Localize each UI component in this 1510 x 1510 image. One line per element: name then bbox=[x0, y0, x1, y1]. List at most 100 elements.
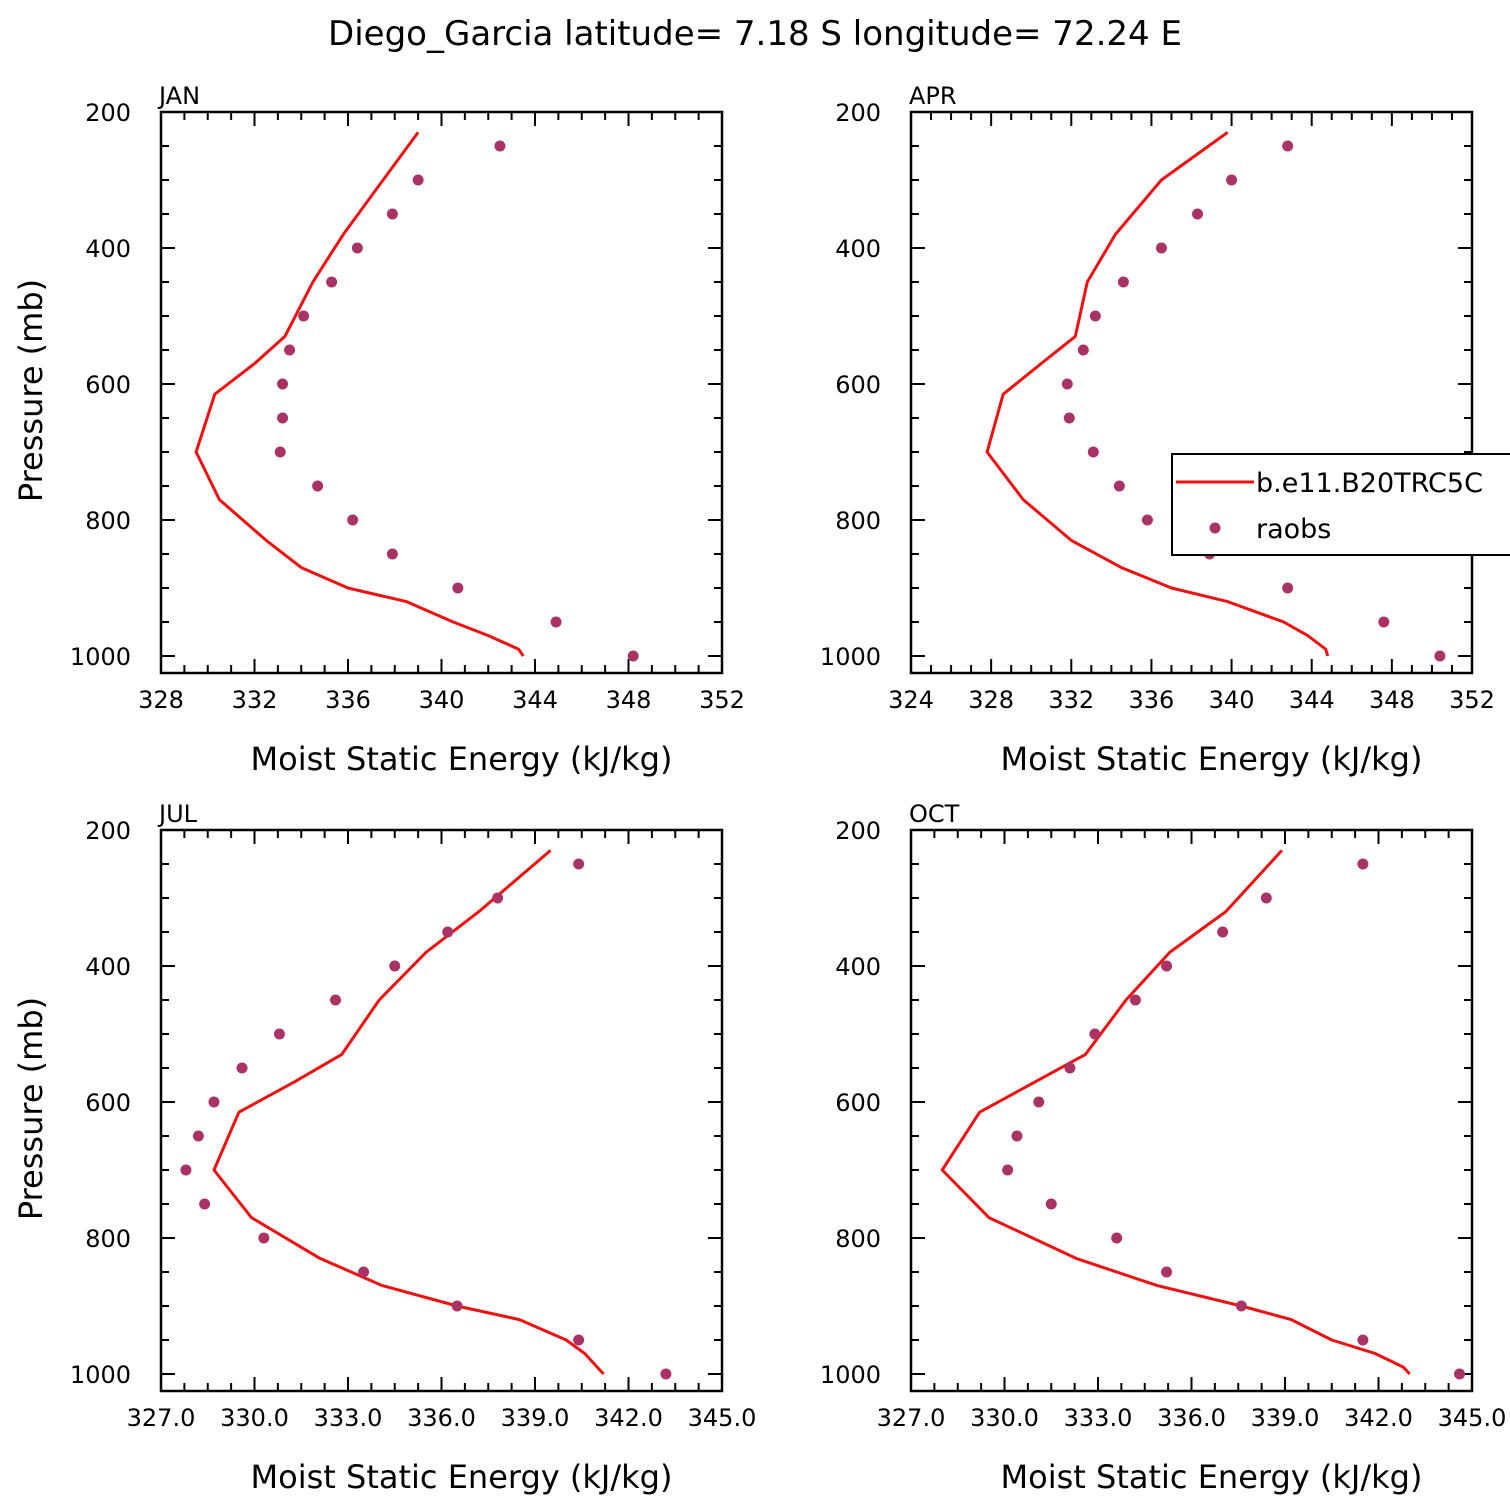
raobs-point bbox=[494, 140, 506, 152]
y-tick-label: 800 bbox=[835, 1225, 881, 1253]
y-tick-label: 200 bbox=[85, 817, 131, 845]
y-tick-label: 400 bbox=[835, 235, 881, 263]
raobs-point bbox=[1063, 412, 1075, 424]
x-tick-label: 348 bbox=[606, 686, 652, 714]
x-tick-label: 336.0 bbox=[407, 1404, 476, 1432]
raobs-point bbox=[1141, 514, 1153, 526]
raobs-point bbox=[277, 378, 289, 390]
raobs-point bbox=[1161, 1266, 1173, 1278]
raobs-point bbox=[660, 1368, 672, 1380]
x-tick-label: 340 bbox=[419, 686, 465, 714]
raobs-point bbox=[1089, 1028, 1101, 1040]
raobs-point bbox=[1282, 582, 1294, 594]
y-tick-label: 200 bbox=[85, 99, 131, 127]
raobs-point bbox=[1235, 1300, 1247, 1312]
raobs-point bbox=[1155, 242, 1167, 254]
legend-marker-swatch bbox=[1209, 522, 1221, 534]
raobs-point bbox=[442, 926, 454, 938]
x-axis-label: Moist Static Energy (kJ/kg) bbox=[251, 740, 673, 778]
x-tick-label: 342.0 bbox=[1344, 1404, 1413, 1432]
raobs-point bbox=[1064, 1062, 1076, 1074]
raobs-point bbox=[284, 344, 296, 356]
raobs-point bbox=[192, 1130, 204, 1142]
raobs-point bbox=[277, 412, 289, 424]
x-tick-label: 344 bbox=[512, 686, 558, 714]
raobs-point bbox=[1033, 1096, 1045, 1108]
raobs-point bbox=[451, 1300, 463, 1312]
raobs-point bbox=[1002, 1164, 1014, 1176]
plot-frame bbox=[909, 110, 1474, 675]
plot-frame bbox=[909, 828, 1474, 1393]
x-tick-label: 345.0 bbox=[1438, 1404, 1507, 1432]
raobs-point bbox=[236, 1062, 248, 1074]
y-tick-label: 1000 bbox=[70, 1361, 131, 1389]
plot-frame bbox=[159, 828, 724, 1393]
x-tick-label: 348 bbox=[1369, 686, 1415, 714]
x-tick-label: 336.0 bbox=[1157, 1404, 1226, 1432]
x-tick-label: 340 bbox=[1209, 686, 1255, 714]
raobs-point bbox=[1117, 276, 1129, 288]
raobs-point bbox=[1226, 174, 1238, 186]
x-tick-label: 330.0 bbox=[970, 1404, 1039, 1432]
x-tick-label: 333.0 bbox=[314, 1404, 383, 1432]
y-tick-label: 400 bbox=[85, 235, 131, 263]
x-tick-label: 332 bbox=[1048, 686, 1094, 714]
raobs-point bbox=[1061, 378, 1073, 390]
raobs-point bbox=[1357, 1334, 1369, 1346]
x-tick-label: 339.0 bbox=[1251, 1404, 1320, 1432]
panel-apr: APR 324 328 332 336 340 344 348 352 200 400 600 800 1… bbox=[820, 82, 1495, 778]
model-line bbox=[194, 131, 525, 657]
model-line bbox=[940, 849, 1411, 1376]
x-tick-label: 336 bbox=[1129, 686, 1175, 714]
raobs-point bbox=[1217, 926, 1229, 938]
raobs-point bbox=[1260, 892, 1272, 904]
raobs-point bbox=[1129, 994, 1141, 1006]
raobs-point bbox=[1113, 480, 1125, 492]
y-tick-label: 600 bbox=[85, 1089, 131, 1117]
y-tick-label: 1000 bbox=[820, 1361, 881, 1389]
y-tick-label: 600 bbox=[835, 1089, 881, 1117]
x-axis-label: Moist Static Energy (kJ/kg) bbox=[251, 1458, 673, 1496]
raobs-point bbox=[573, 858, 585, 870]
raobs-point bbox=[627, 650, 639, 662]
panel-label: JAN bbox=[157, 82, 200, 110]
raobs-point bbox=[1089, 310, 1101, 322]
raobs-point bbox=[492, 892, 504, 904]
y-tick-label: 800 bbox=[85, 507, 131, 535]
raobs-point bbox=[347, 514, 359, 526]
raobs-point bbox=[208, 1096, 220, 1108]
x-tick-label: 339.0 bbox=[501, 1404, 570, 1432]
raobs-point bbox=[386, 548, 398, 560]
x-tick-label: 332 bbox=[232, 686, 278, 714]
raobs-point bbox=[326, 276, 338, 288]
raobs-point bbox=[1357, 858, 1369, 870]
x-tick-label: 330.0 bbox=[220, 1404, 289, 1432]
model-line bbox=[985, 131, 1330, 657]
y-tick-label: 600 bbox=[85, 371, 131, 399]
raobs-point bbox=[274, 446, 286, 458]
x-tick-label: 345.0 bbox=[688, 1404, 757, 1432]
panel-label: APR bbox=[909, 82, 957, 110]
x-tick-label: 336 bbox=[325, 686, 371, 714]
raobs-point bbox=[1454, 1368, 1466, 1380]
panels: JAN 328 332 336 340 344 348 352 200 400 600 800 1000… bbox=[12, 82, 1510, 1496]
raobs-point bbox=[1378, 616, 1390, 628]
raobs-point bbox=[180, 1164, 192, 1176]
y-tick-label: 1000 bbox=[820, 643, 881, 671]
x-tick-label: 352 bbox=[699, 686, 745, 714]
x-tick-label: 328 bbox=[138, 686, 184, 714]
raobs-point bbox=[1011, 1130, 1023, 1142]
raobs-point bbox=[573, 1334, 585, 1346]
raobs-point bbox=[312, 480, 324, 492]
y-tick-label: 200 bbox=[835, 817, 881, 845]
x-tick-label: 324 bbox=[888, 686, 934, 714]
legend-entry-label: b.e11.B20TRC5C bbox=[1256, 468, 1483, 499]
panel-label: OCT bbox=[909, 800, 960, 828]
y-axis-label: Pressure (mb) bbox=[12, 997, 50, 1220]
legend-box bbox=[1171, 453, 1510, 556]
x-tick-label: 344 bbox=[1289, 686, 1335, 714]
x-tick-label: 333.0 bbox=[1064, 1404, 1133, 1432]
raobs-point bbox=[412, 174, 424, 186]
legend-entry-label: raobs bbox=[1256, 514, 1331, 545]
